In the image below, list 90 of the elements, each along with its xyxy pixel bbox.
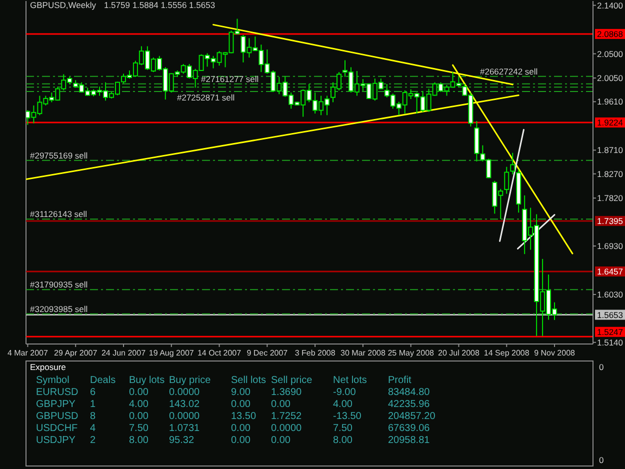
category-label: EURUSD (36, 386, 78, 398)
ref-line-label: #32093985 sell (30, 304, 88, 314)
text: 42235.96 (388, 398, 430, 410)
ref-line-label: #31790935 sell (30, 280, 88, 290)
text: 7.50 (129, 422, 148, 434)
text: 0 (599, 455, 604, 465)
x-tick-label: 20 Jul 2008 (438, 348, 480, 358)
text: 0.0000 (169, 410, 200, 422)
y-tick-label: 1.6930 (597, 241, 624, 251)
ref-line-label: 1.7395 (597, 216, 624, 226)
text: -9.00 (333, 386, 356, 398)
category-label: USDCHF (36, 422, 78, 434)
text: 0.0000 (271, 422, 302, 434)
text: 4.00 (333, 398, 352, 410)
x-tick-label: 14 Oct 2007 (197, 348, 242, 358)
text: 9.00 (231, 386, 250, 398)
ref-line-label: #27161277 sell (201, 74, 259, 84)
y-tick-label: 1.8270 (597, 168, 624, 179)
category-label: Buy price (169, 374, 212, 386)
text: 20958.81 (388, 434, 430, 446)
x-tick-label: 4 Mar 2007 (7, 348, 48, 358)
candlestick (504, 166, 510, 194)
chart-subtitle: 1.5759 1.5884 1.5556 1.5653 (104, 0, 216, 10)
category-label: GBPJPY (36, 398, 76, 410)
text: 0.00 (271, 434, 290, 446)
category-label: Net lots (333, 374, 367, 386)
category-label: USDJPY (36, 434, 76, 446)
text: 0.0000 (169, 386, 200, 398)
text: 0.00 (231, 398, 250, 410)
text: Symbol (36, 374, 70, 386)
text: 4.00 (129, 398, 148, 410)
y-tick-label: 1.8710 (597, 145, 624, 156)
ref-line-label: #29755169 sell (30, 150, 88, 160)
ref-line-label: #31126143 sell (30, 209, 88, 220)
y-tick-label: 1.9610 (597, 96, 624, 107)
text: 0 (599, 362, 604, 372)
ref-line-label: #26627242 sell (480, 66, 538, 76)
category-label: Buy lots (129, 374, 165, 386)
text: Exposure (30, 362, 66, 372)
category-label: GBPUSD (36, 410, 78, 422)
chart-title: GBPUSD,Weekly (30, 0, 97, 10)
text: 0.00 (231, 434, 250, 446)
candlestick (510, 152, 516, 175)
x-tick-label: 19 Aug 2007 (148, 348, 194, 358)
text: 204857.20 (388, 410, 436, 422)
category-label: Profit (388, 374, 412, 386)
x-tick-label: 25 May 2008 (388, 348, 435, 358)
x-tick-label: 9 Dec 2007 (246, 348, 288, 358)
text: 2 (90, 434, 96, 446)
text: 0.00 (231, 422, 250, 434)
text: 0.00 (271, 398, 290, 410)
text: 8.00 (129, 434, 148, 446)
text: 1 (90, 398, 96, 410)
text: 7.50 (333, 422, 352, 434)
text: 1.7252 (271, 410, 302, 422)
text: 67639.06 (388, 422, 430, 434)
y-tick-label: 2.1400 (597, 0, 624, 10)
text: 0.00 (129, 410, 148, 422)
ref-line-label: 2.0868 (597, 28, 624, 39)
x-tick-label: 30 Mar 2008 (340, 348, 386, 358)
text: -13.50 (333, 410, 362, 422)
y-tick-label: 1.6030 (597, 289, 624, 300)
text: 83484.80 (388, 386, 430, 398)
text: 4 (90, 422, 96, 434)
text: 0.00 (129, 386, 148, 398)
x-tick-label: 14 Sep 2008 (484, 348, 530, 358)
text: 8.00 (333, 434, 352, 446)
x-tick-label: 3 Feb 2008 (294, 348, 336, 358)
text: 6 (90, 386, 96, 398)
category-label: Sell lots (231, 374, 266, 386)
text: 13.50 (231, 410, 256, 422)
text: 1.3690 (271, 386, 302, 398)
text: 95.32 (169, 434, 194, 446)
text: 8 (90, 410, 96, 422)
ref-line-label: 1.5653 (597, 310, 624, 320)
x-tick-label: 29 Apr 2007 (54, 348, 98, 358)
category-label: Sell price (271, 374, 313, 386)
ref-line-label: 1.5247 (597, 326, 624, 337)
ref-line-label: 1.9224 (597, 117, 624, 128)
y-tick-label: 1.5140 (597, 337, 624, 348)
category-label: Deals (90, 374, 116, 386)
y-tick-label: 1.7820 (597, 193, 624, 204)
text: 1.0731 (169, 422, 200, 434)
text: 143.02 (169, 398, 200, 410)
ref-line-label: #27252871 sell (177, 92, 235, 102)
x-tick-label: 24 Jun 2007 (101, 348, 146, 358)
y-tick-label: 2.0050 (597, 73, 624, 83)
ref-line-label: 1.6457 (597, 266, 624, 276)
y-tick-label: 2.0500 (597, 48, 624, 59)
x-tick-label: 9 Nov 2008 (534, 348, 576, 358)
